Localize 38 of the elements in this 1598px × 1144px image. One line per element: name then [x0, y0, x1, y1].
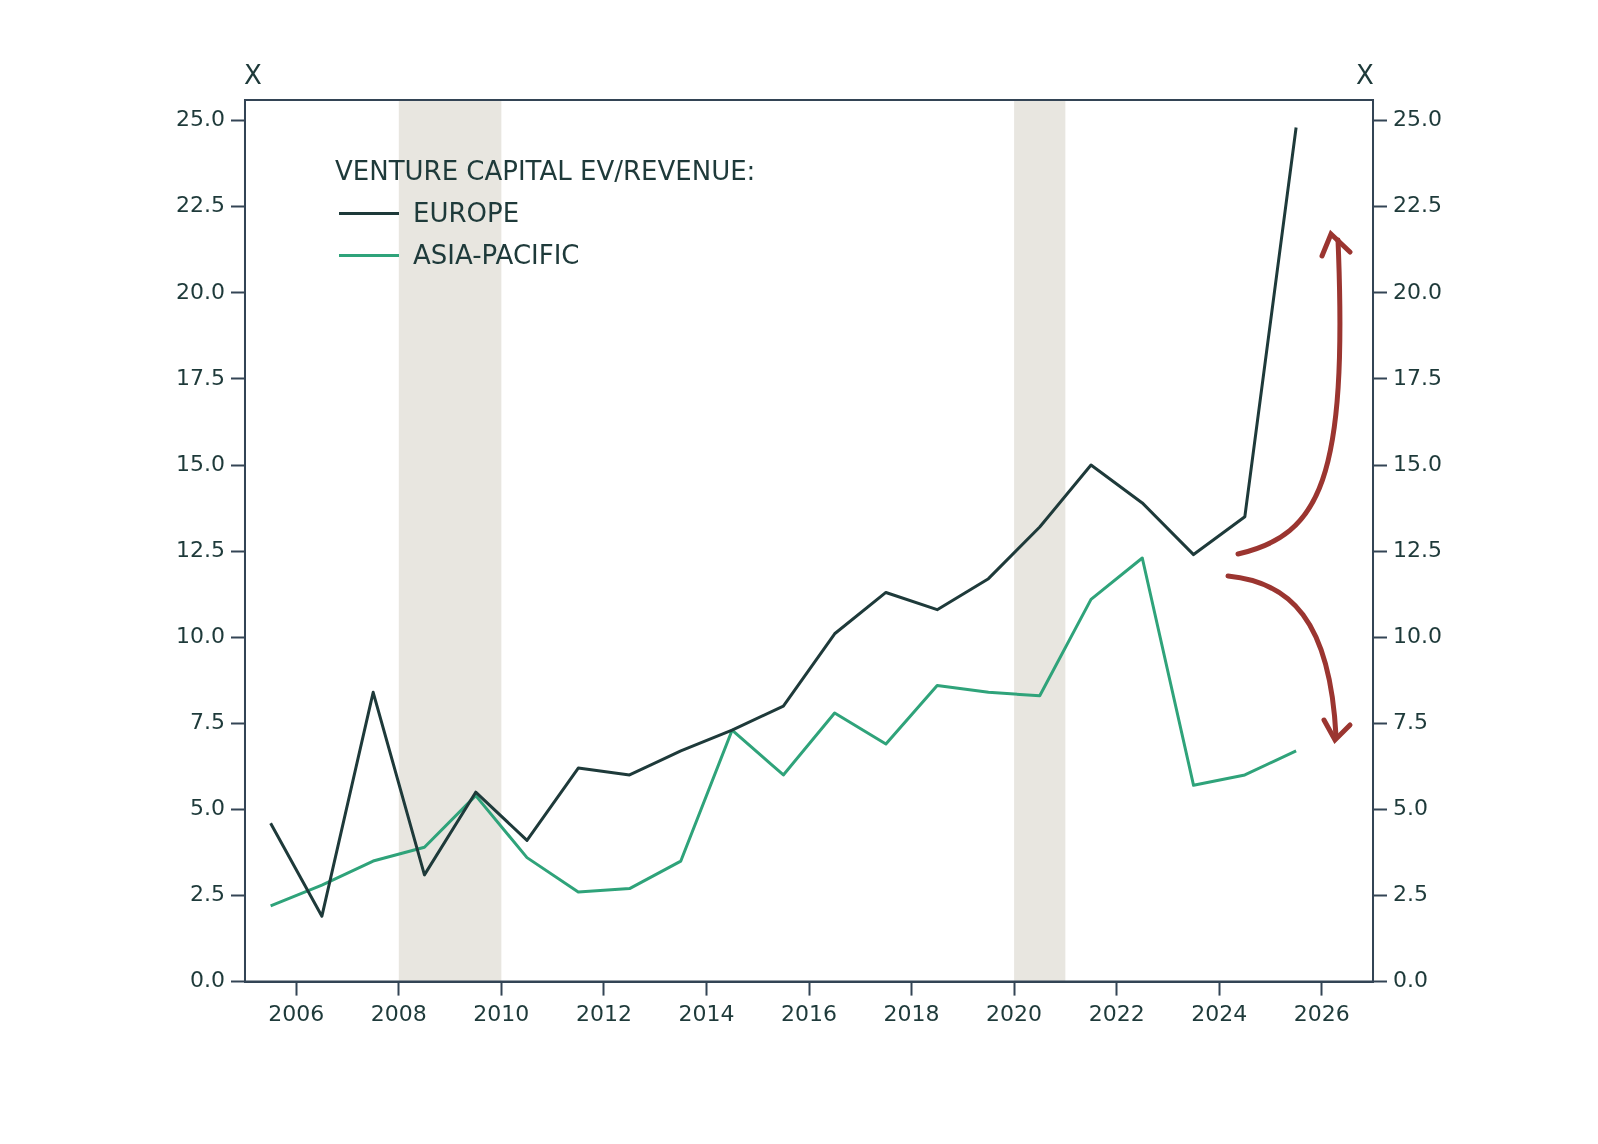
y2-tick-label: 25.0 [1393, 106, 1442, 132]
y-tick-label: 5.0 [189, 795, 225, 821]
y-tick-label: 17.5 [176, 364, 225, 390]
y-axis-title: X [244, 59, 262, 90]
x-tick-label: 2026 [1293, 1000, 1350, 1026]
y-tick-label: 2.5 [189, 881, 225, 907]
x-tick-label: 2016 [781, 1000, 837, 1026]
y-tick-label: 22.5 [176, 192, 225, 218]
y2-tick-label: 0.0 [1393, 967, 1429, 993]
legend-label: EUROPE [412, 197, 520, 230]
x-tick-label: 2010 [473, 1000, 530, 1026]
x-tick-label: 2024 [1191, 1000, 1248, 1026]
y-tick-label: 10.0 [176, 622, 225, 648]
y2-tick-label: 17.5 [1393, 364, 1442, 390]
x-tick-label: 2008 [370, 1000, 427, 1026]
y2-tick-label: 12.5 [1393, 536, 1442, 562]
y2-tick-label: 5.0 [1393, 795, 1429, 821]
y-tick-label: 0.0 [189, 967, 225, 993]
legend-label: ASIA-PACIFIC [412, 239, 580, 272]
legend-title: VENTURE CAPITAL EV/REVENUE: [334, 155, 756, 188]
y-tick-label: 25.0 [176, 106, 225, 132]
x-tick-label: 2012 [575, 1000, 632, 1026]
y2-tick-label: 20.0 [1393, 278, 1442, 304]
y2-tick-label: 7.5 [1393, 709, 1429, 735]
y2-axis-title: X [1356, 59, 1374, 90]
y-tick-label: 12.5 [176, 536, 225, 562]
y2-tick-label: 2.5 [1393, 881, 1429, 907]
y-tick-label: 15.0 [176, 450, 225, 476]
x-tick-label: 2018 [883, 1000, 940, 1026]
x-tick-label: 2020 [986, 1000, 1043, 1026]
x-tick-label: 2006 [268, 1000, 325, 1026]
y2-tick-label: 15.0 [1393, 450, 1442, 476]
y2-tick-label: 22.5 [1393, 192, 1442, 218]
x-tick-label: 2022 [1088, 1000, 1145, 1026]
y-tick-label: 7.5 [189, 709, 225, 735]
y2-tick-label: 10.0 [1393, 622, 1442, 648]
x-tick-label: 2014 [678, 1000, 735, 1026]
y-tick-label: 20.0 [176, 278, 225, 304]
